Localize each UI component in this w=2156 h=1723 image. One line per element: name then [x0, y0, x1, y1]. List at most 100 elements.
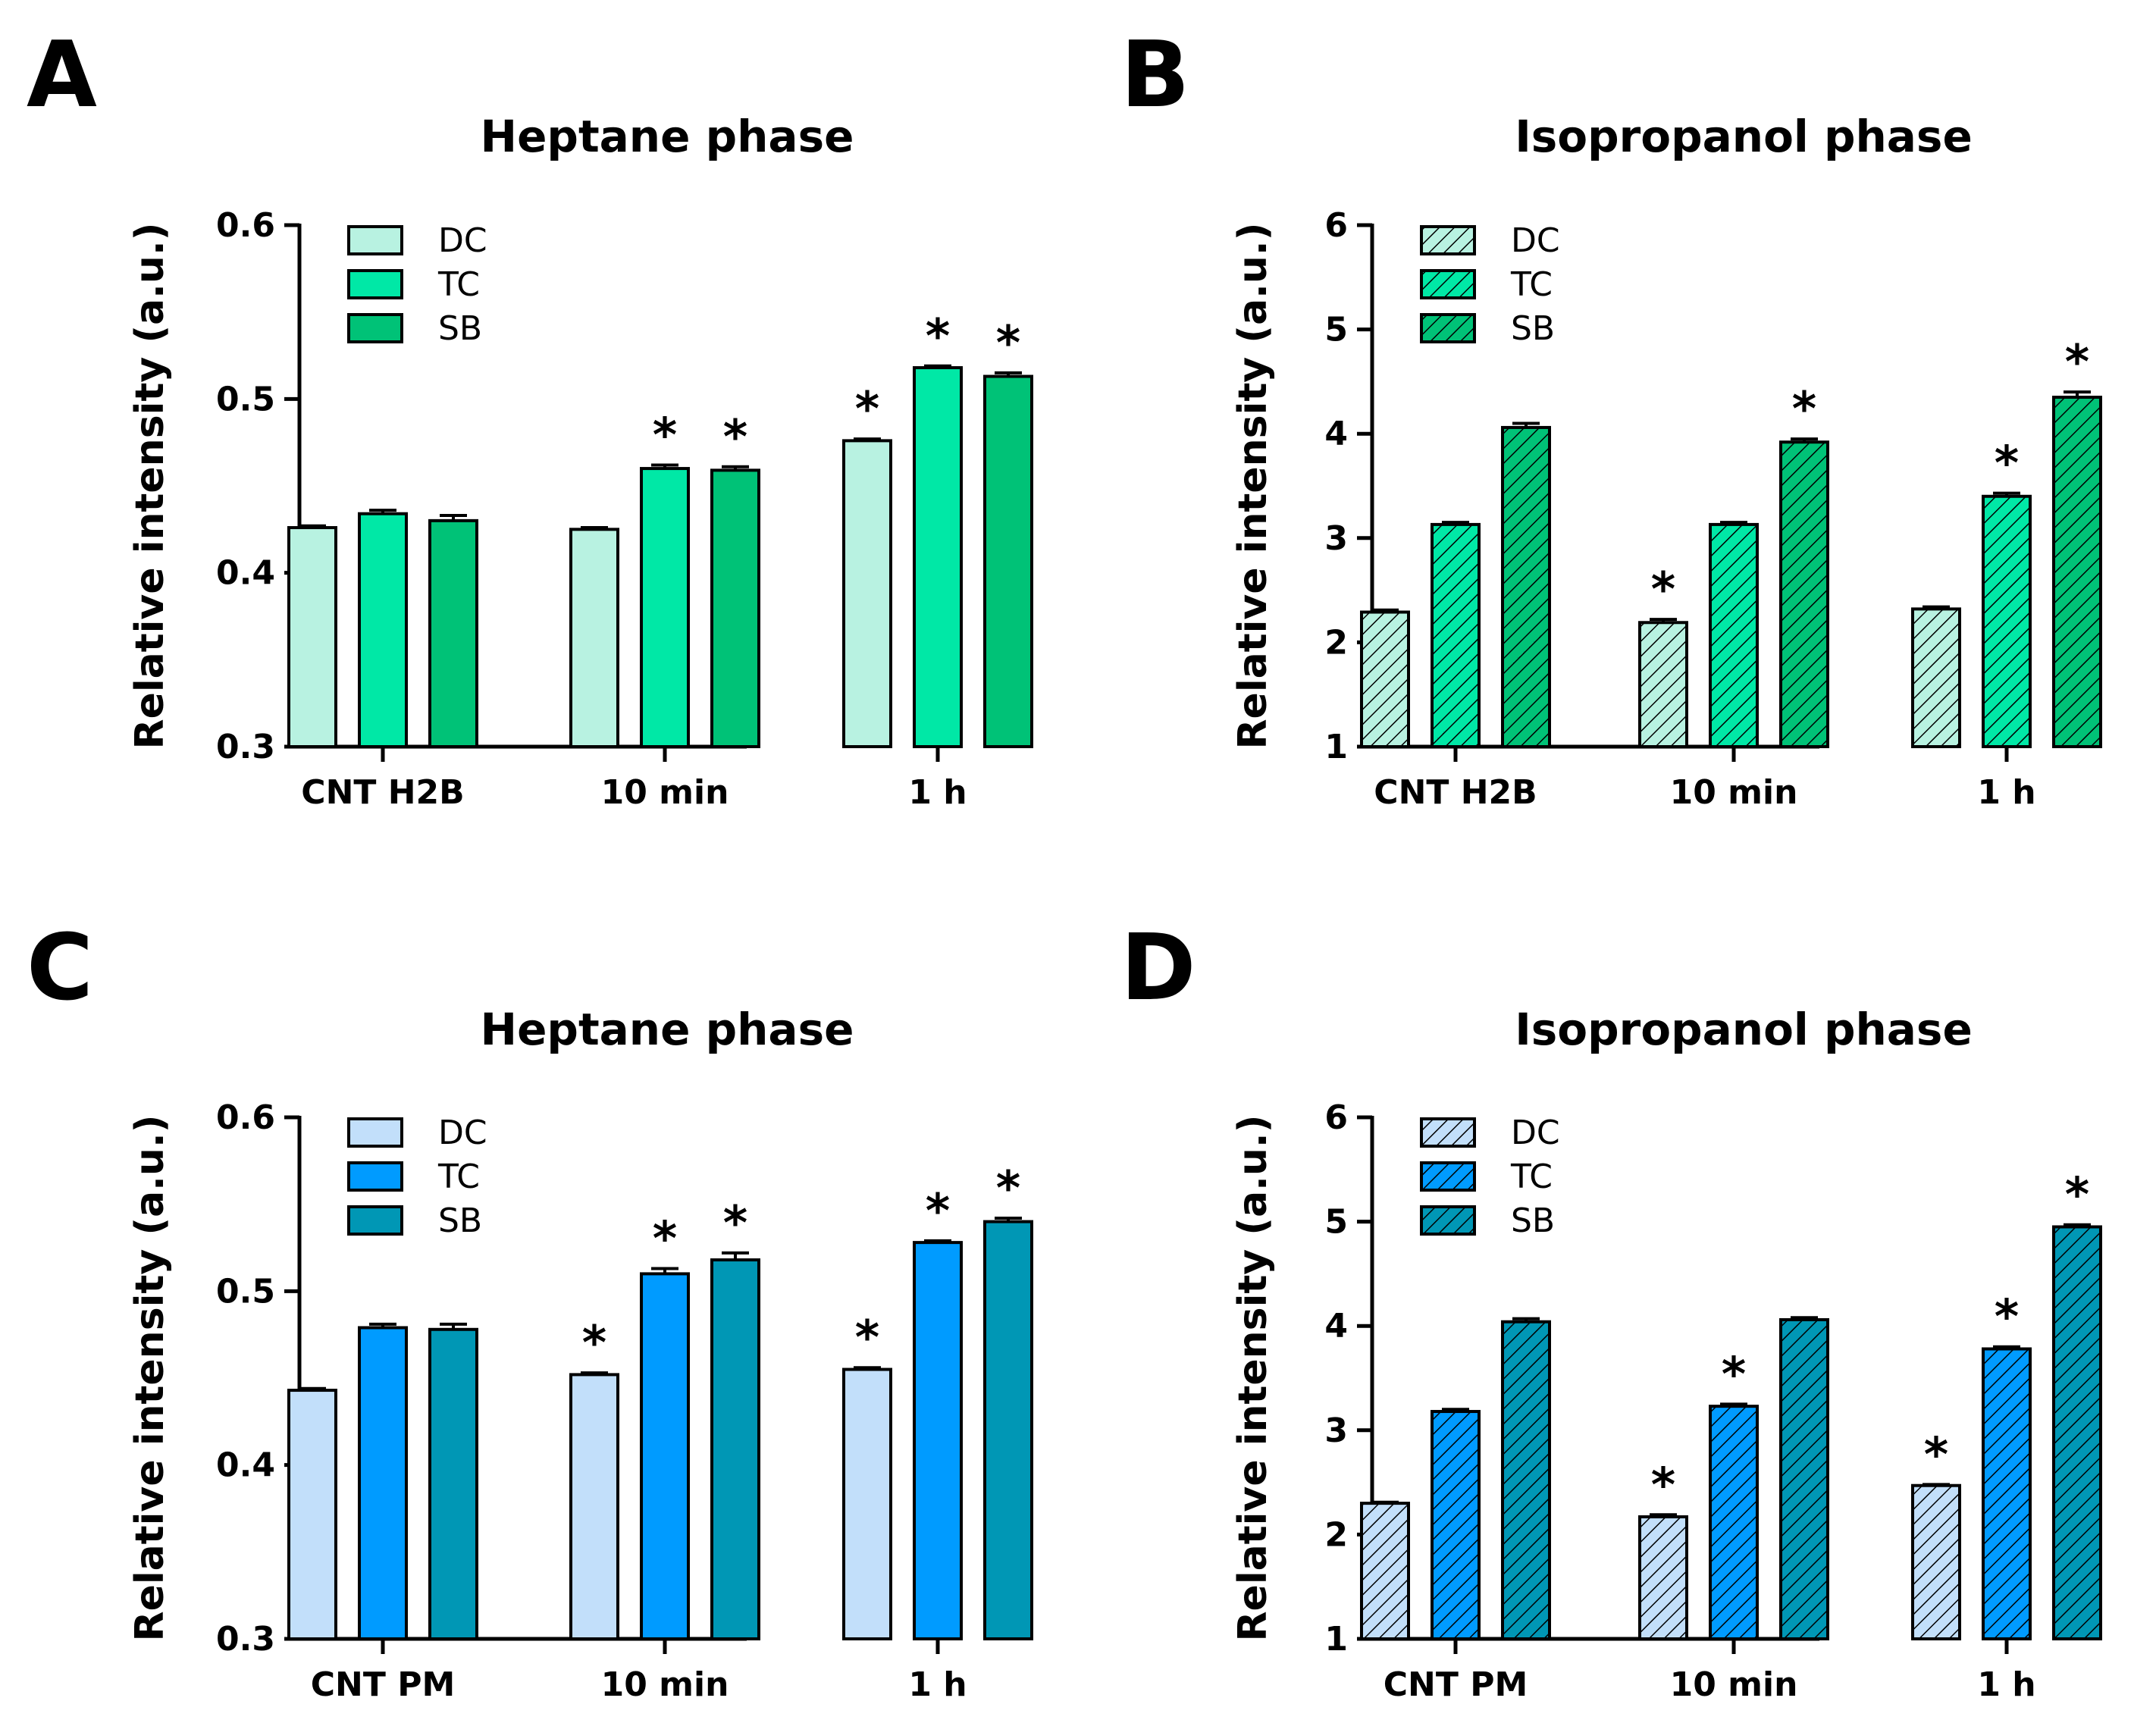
significance-star: * — [855, 1310, 879, 1365]
y-axis-label: Relative intensity (a.u.) — [127, 223, 173, 750]
significance-star: * — [1722, 1346, 1746, 1402]
chart-title: Isopropanol phase — [1515, 111, 1973, 162]
y-tick-label: 0.5 — [216, 1272, 275, 1311]
significance-star: * — [723, 1195, 747, 1251]
significance-star: * — [996, 1161, 1020, 1216]
significance-star: * — [1995, 1289, 2019, 1345]
x-category-label: 1 h — [1977, 773, 2035, 812]
bar-dc — [1911, 607, 1961, 748]
significance-star: * — [1924, 1427, 1948, 1482]
bar-sb — [1779, 1317, 1829, 1640]
bar-tc — [358, 1326, 408, 1640]
significance-star: * — [855, 381, 879, 437]
bar-sb — [428, 518, 478, 748]
x-category-label: 1 h — [1977, 1665, 2035, 1704]
bar-dc — [569, 1373, 619, 1640]
significance-star: * — [926, 1183, 950, 1239]
legend-swatch-dc — [1420, 225, 1476, 255]
y-tick-label: 4 — [1324, 1307, 1348, 1346]
x-category-label: CNT H2B — [1374, 773, 1537, 812]
legend-swatch-sb — [347, 313, 403, 343]
legend-label-tc: TC — [437, 265, 480, 304]
significance-star: * — [653, 1211, 677, 1267]
bar-dc — [842, 439, 892, 749]
bar-sb — [2052, 396, 2102, 748]
y-tick-label: 2 — [1324, 623, 1348, 662]
bar-tc — [913, 366, 963, 748]
bar-tc — [1982, 1347, 2032, 1641]
panel-c: C Heptane phase Relative intensity (a.u.) 0… — [27, 916, 1033, 1704]
y-axis-label: Relative intensity (a.u.) — [127, 1115, 173, 1642]
legend-label-tc: TC — [1510, 265, 1553, 304]
panel-a: A Heptane phase Relative intensity (a.u.) 0… — [27, 23, 1033, 812]
bar-dc — [1638, 1515, 1688, 1641]
legend-label-tc: TC — [1510, 1158, 1553, 1196]
bar-sb — [710, 468, 760, 748]
x-category-label: 1 h — [908, 1665, 967, 1704]
bar-dc — [1360, 610, 1410, 748]
y-tick-label: 6 — [1324, 206, 1348, 245]
legend-label-dc: DC — [1511, 221, 1560, 260]
legend-swatch-sb — [1420, 1205, 1476, 1236]
legend-label-dc: DC — [438, 1114, 487, 1152]
bar-dc — [1638, 621, 1688, 748]
y-tick-label: 1 — [1324, 728, 1348, 766]
bar-tc — [913, 1241, 963, 1640]
legend-swatch-tc — [347, 1161, 403, 1192]
significance-star: * — [2065, 334, 2089, 390]
bar-tc — [1709, 1405, 1759, 1640]
bar-tc — [640, 467, 690, 748]
bar-dc — [287, 526, 337, 748]
panel-letter: A — [27, 23, 97, 128]
significance-star: * — [653, 407, 677, 462]
legend-label-sb: SB — [438, 309, 482, 348]
legend-label-sb: SB — [1511, 1201, 1555, 1240]
significance-star: * — [1651, 1457, 1675, 1512]
significance-star: * — [582, 1315, 606, 1371]
legend-swatch-dc — [347, 225, 403, 255]
panel-letter: D — [1120, 916, 1196, 1021]
chart-title: Heptane phase — [481, 1004, 854, 1055]
bar-sb — [2052, 1225, 2102, 1640]
panel-letter: B — [1120, 23, 1189, 128]
bar-dc — [1360, 1502, 1410, 1640]
bar-sb — [983, 1220, 1033, 1640]
y-axis-label: Relative intensity (a.u.) — [1230, 1115, 1276, 1642]
bar-sb — [983, 374, 1033, 748]
significance-star: * — [2065, 1167, 2089, 1223]
legend-swatch-dc — [1420, 1117, 1476, 1148]
bar-dc — [569, 528, 619, 748]
significance-star: * — [996, 315, 1020, 371]
y-tick-label: 5 — [1324, 311, 1348, 349]
y-tick-label: 1 — [1324, 1620, 1348, 1659]
y-tick-label: 0.6 — [216, 1098, 275, 1137]
legend-swatch-sb — [347, 1205, 403, 1236]
significance-star: * — [1651, 562, 1675, 617]
y-axis-label: Relative intensity (a.u.) — [1230, 223, 1276, 750]
bar-tc — [640, 1272, 690, 1641]
legend-label-dc: DC — [1511, 1114, 1560, 1152]
bar-sb — [1501, 1320, 1551, 1641]
bar-sb — [1501, 425, 1551, 748]
x-category-label: 10 min — [601, 773, 729, 812]
x-category-label: 10 min — [1670, 1665, 1798, 1704]
y-tick-label: 2 — [1324, 1515, 1348, 1554]
x-category-label: 1 h — [908, 773, 967, 812]
chart-title: Isopropanol phase — [1515, 1004, 1973, 1055]
x-category-label: CNT H2B — [301, 773, 464, 812]
significance-star: * — [1995, 436, 2019, 491]
y-tick-label: 4 — [1324, 415, 1348, 453]
x-category-label: CNT PM — [311, 1665, 455, 1704]
legend-label-sb: SB — [438, 1201, 482, 1240]
y-tick-label: 0.3 — [216, 1620, 275, 1659]
bar-dc — [287, 1389, 337, 1640]
bar-tc — [1982, 494, 2032, 748]
y-tick-label: 0.6 — [216, 206, 275, 245]
chart-title: Heptane phase — [481, 111, 854, 162]
y-tick-label: 6 — [1324, 1098, 1348, 1137]
legend-label-dc: DC — [438, 221, 487, 260]
y-tick-label: 3 — [1324, 1411, 1348, 1450]
y-tick-label: 0.5 — [216, 380, 275, 418]
significance-star: * — [723, 409, 747, 465]
